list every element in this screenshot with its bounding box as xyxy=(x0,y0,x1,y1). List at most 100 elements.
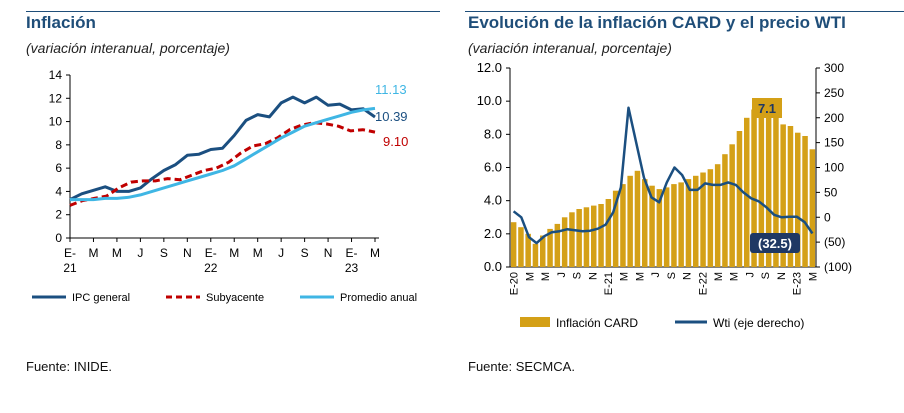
left-y-tick-label: 10.0 xyxy=(477,93,502,108)
x-tick-label: M xyxy=(524,272,536,281)
bar-inflacion-card xyxy=(554,223,561,267)
bar-inflacion-card xyxy=(561,217,568,268)
legend-label: Inflación CARD xyxy=(556,316,638,330)
bar-inflacion-card xyxy=(693,175,699,267)
end-value-label: 9.10 xyxy=(383,134,408,149)
chart-subtitle: (variación interanual, porcentaje) xyxy=(468,40,672,56)
bar-inflacion-card xyxy=(700,172,706,267)
x-tick-label: S xyxy=(760,272,772,279)
bar-inflacion-card xyxy=(634,170,641,267)
bar-inflacion-card xyxy=(685,179,692,267)
bar-inflacion-card xyxy=(569,212,575,267)
x-tick-label: E-20 xyxy=(509,272,521,295)
y-tick-label: 14 xyxy=(49,68,63,82)
right-y-tick-label: (50) xyxy=(824,235,845,249)
x-tick-label: N xyxy=(587,272,599,280)
bar-inflacion-card xyxy=(627,175,633,267)
x-tick-label-year: 23 xyxy=(345,261,359,275)
right-y-tick-label: 0 xyxy=(824,210,831,224)
chart-subtitle: (variación interanual, porcentaje) xyxy=(26,40,230,56)
left-y-tick-label: 12.0 xyxy=(477,60,502,75)
chart-title: Evolución de la inflación CARD y el prec… xyxy=(468,13,846,32)
y-tick-label: 2 xyxy=(55,208,62,222)
bar-inflacion-card xyxy=(547,228,553,267)
source-note: Fuente: INIDE. xyxy=(26,359,112,374)
y-tick-label: 10 xyxy=(49,115,63,129)
x-tick-label: J xyxy=(278,246,284,260)
x-tick-label: M xyxy=(619,272,631,281)
chart-title: Inflación xyxy=(26,13,96,32)
y-tick-label: 8 xyxy=(55,138,62,152)
annotation-label-wti: (32.5) xyxy=(758,236,792,251)
right-y-tick-label: (100) xyxy=(824,260,852,274)
x-tick-label: M xyxy=(112,246,122,260)
x-tick-label: M xyxy=(253,246,263,260)
x-tick-label: M xyxy=(88,246,98,260)
x-tick-label: E-21 xyxy=(603,272,615,295)
bar-inflacion-card xyxy=(802,136,808,267)
x-tick-label: N xyxy=(776,272,788,280)
x-tick-label: J xyxy=(556,272,568,278)
right-y-tick-label: 50 xyxy=(824,185,838,199)
legend-label: Subyacente xyxy=(206,292,264,304)
series-line-subyacente xyxy=(69,121,376,207)
bar-inflacion-card xyxy=(707,169,714,267)
x-tick-label: E- xyxy=(346,246,358,260)
bar-inflacion-card xyxy=(532,243,539,267)
annotation-box-wti xyxy=(750,233,800,253)
x-tick-label: S xyxy=(160,246,168,260)
bar-inflacion-card xyxy=(525,233,531,267)
x-tick-label: J xyxy=(650,272,662,278)
x-tick-label: M xyxy=(713,272,725,281)
bar-inflacion-card xyxy=(620,184,626,267)
bar-inflacion-card xyxy=(751,109,757,267)
x-tick-label: M xyxy=(634,272,646,281)
bar-inflacion-card xyxy=(591,205,597,267)
bar-inflacion-card xyxy=(736,131,743,267)
bar-inflacion-card xyxy=(773,117,779,268)
bar-inflacion-card xyxy=(765,114,772,268)
x-tick-label: M xyxy=(229,246,239,260)
bar-inflacion-card xyxy=(642,179,648,267)
left-y-tick-label: 6.0 xyxy=(484,160,502,175)
right-y-tick-label: 150 xyxy=(824,136,844,150)
top-rule xyxy=(465,11,904,12)
bar-inflacion-card xyxy=(809,149,816,267)
x-tick-label: J xyxy=(137,246,143,260)
bar-inflacion-card xyxy=(729,144,735,267)
y-tick-label: 6 xyxy=(55,161,62,175)
legend-swatch xyxy=(520,317,550,327)
x-tick-label: S xyxy=(572,272,584,279)
end-value-label: 10.39 xyxy=(375,109,408,124)
left-y-tick-label: 8.0 xyxy=(484,126,502,141)
x-tick-label: N xyxy=(324,246,333,260)
bar-inflacion-card xyxy=(714,164,721,267)
bar-inflacion-card xyxy=(540,235,546,267)
legend-label: IPC general xyxy=(72,292,130,304)
end-value-label: 11.13 xyxy=(375,82,407,97)
annotation-label-card: 7.1 xyxy=(758,101,776,116)
x-tick-label: J xyxy=(745,272,757,278)
x-tick-label: E- xyxy=(205,246,217,260)
series-line-wti xyxy=(512,106,814,245)
bar-inflacion-card xyxy=(787,126,794,267)
annotation-box-card xyxy=(752,98,782,118)
bar-inflacion-card xyxy=(795,132,801,267)
x-tick-label: M xyxy=(807,272,819,281)
bar-inflacion-card xyxy=(612,190,619,267)
bar-inflacion-card xyxy=(671,184,677,267)
x-tick-label: N xyxy=(682,272,694,280)
x-tick-label-year: 22 xyxy=(204,261,218,275)
bar-inflacion-card xyxy=(758,107,765,267)
right-chart-panel: Evolución de la inflación CARD y el prec… xyxy=(455,0,904,413)
x-tick-label: E-22 xyxy=(697,272,709,295)
card-wti-combo-chart: 0.0 2.0 4.0 6.0 8.0 10.0 12.0 (100) (50) 0 50 100 15… xyxy=(477,60,852,330)
series-line-ipc-general xyxy=(69,95,376,201)
bar-inflacion-card xyxy=(663,187,670,267)
bar-inflacion-card xyxy=(780,124,786,268)
x-tick-label: E-23 xyxy=(792,272,804,295)
x-tick-label: E- xyxy=(64,246,76,260)
right-y-tick-label: 250 xyxy=(824,86,844,100)
bar-inflacion-card xyxy=(576,209,582,267)
